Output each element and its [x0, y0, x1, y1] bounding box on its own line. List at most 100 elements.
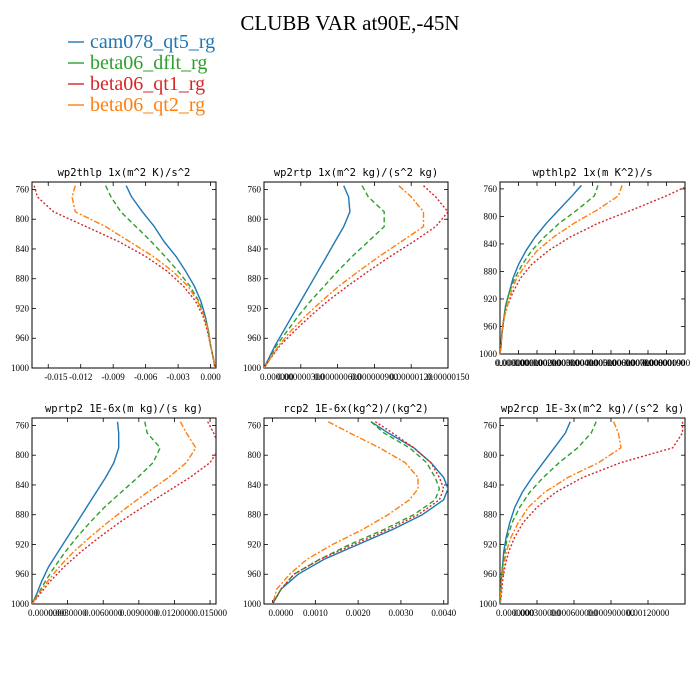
x-tick-label: 0.000000 [260, 372, 294, 382]
y-tick-label: 1000 [11, 363, 30, 373]
legend-label-beta06_dflt_rg: beta06_dflt_rg [90, 52, 207, 74]
x-tick-label: 0.000 [200, 372, 221, 382]
x-tick-label: 0.0120000 [155, 608, 194, 618]
x-tick-label: 0.0020 [346, 608, 371, 618]
series-line-beta06_qt1_rg [500, 186, 685, 354]
x-tick-label: 0.000000600 [314, 372, 362, 382]
series-line-cam078_qt5_rg [32, 421, 120, 604]
panels: wp2thlp 1x(m^2 K)/s^2 1000 960 920 880 840 800… [11, 167, 691, 618]
x-tick-label: -0.003 [166, 372, 190, 382]
series-line-beta06_dflt_rg [500, 421, 597, 604]
x-tick-label: 0.000000900 [643, 358, 691, 368]
plot-frame [31, 417, 217, 605]
y-tick-label: 800 [16, 450, 30, 460]
y-tick-label: 920 [484, 294, 498, 304]
x-tick-label: 0.0090000 [120, 608, 159, 618]
y-tick-label: 1000 [479, 599, 498, 609]
y-tick-label: 840 [484, 239, 498, 249]
x-tick-label: 0.00000120 [390, 372, 433, 382]
y-tick-label: 920 [248, 303, 262, 313]
y-tick-label: 960 [248, 333, 262, 343]
panel-title: wp2thlp 1x(m^2 K)/s^2 [58, 167, 191, 179]
series-line-beta06_dflt_rg [264, 185, 385, 368]
series-line-beta06_dflt_rg [104, 185, 216, 368]
panel-1: wp2thlp 1x(m^2 K)/s^2 1000 960 920 880 840 800… [11, 167, 221, 382]
x-tick-label: 0.0030000 [48, 608, 87, 618]
series-line-cam078_qt5_rg [125, 185, 216, 368]
y-tick-label: 920 [484, 539, 498, 549]
plot-frame [263, 417, 449, 605]
legend-label-beta06_qt2_rg: beta06_qt2_rg [90, 94, 205, 116]
y-tick-label: 840 [484, 480, 498, 490]
y-tick-label: 840 [248, 244, 262, 254]
x-tick-label: 0.00000100 [642, 358, 685, 368]
y-tick-label: 960 [484, 569, 498, 579]
series-line-beta06_qt2_rg [264, 185, 425, 368]
panel-3: wpthlp2 1x(m K^2)/s 1000 960 920 880 840 800 76… [479, 167, 691, 368]
x-tick-label: 0.000000600 [587, 358, 635, 368]
y-tick-label: 840 [16, 480, 30, 490]
panel-6: wp2rcp 1E-3x(m^2 kg)/(s^2 kg) 1000 960 920 8… [479, 403, 686, 618]
x-tick-label: 0.000000700 [606, 358, 654, 368]
y-tick-label: 840 [248, 480, 262, 490]
y-tick-label: 920 [16, 303, 30, 313]
y-tick-label: 880 [248, 510, 262, 520]
series-line-beta06_qt1_rg [500, 421, 684, 604]
x-tick-label: 0.000000300 [277, 372, 325, 382]
y-tick-label: 840 [16, 244, 30, 254]
series-line-cam078_qt5_rg [264, 185, 351, 368]
y-tick-label: 800 [484, 450, 498, 460]
series-line-beta06_qt1_rg [264, 185, 448, 368]
y-tick-label: 960 [484, 321, 498, 331]
legend-label-cam078_qt5_rg: cam078_qt5_rg [90, 31, 215, 53]
series-line-beta06_qt2_rg [500, 421, 622, 604]
y-tick-label: 1000 [243, 599, 262, 609]
panel-title: wpthlp2 1x(m K^2)/s [532, 167, 652, 179]
x-tick-label: 0.000000 [496, 358, 530, 368]
x-tick-label: 0.000300000 [513, 608, 561, 618]
x-tick-label: 0.000900000 [587, 608, 635, 618]
plot-frame [499, 181, 686, 355]
y-tick-label: 880 [16, 510, 30, 520]
x-tick-label: -0.006 [134, 372, 158, 382]
x-tick-label: 0.00120000 [627, 608, 670, 618]
x-tick-label: 0.0000000 [28, 608, 67, 618]
x-tick-label: 0.0060000 [84, 608, 123, 618]
series-line-beta06_qt2_rg [500, 185, 623, 354]
y-tick-label: 760 [484, 420, 498, 430]
x-tick-label: 0.00000150 [427, 372, 470, 382]
x-tick-label: -0.009 [102, 372, 126, 382]
series-line-beta06_dflt_rg [500, 185, 599, 354]
y-tick-label: 880 [484, 510, 498, 520]
x-tick-label: 0.0010 [303, 608, 328, 618]
x-tick-label: -0.015 [44, 372, 68, 382]
series-line-beta06_qt1_rg [32, 421, 216, 604]
panel-5: rcp2 1E-6x(kg^2)/(kg^2) 1000 960 920 880 840 8… [243, 403, 457, 618]
series-line-cam078_qt5_rg [500, 421, 571, 604]
x-tick-label: 0.0000000 [496, 608, 535, 618]
series-line-beta06_qt2_rg [271, 421, 419, 604]
legend-label-beta06_qt1_rg: beta06_qt1_rg [90, 73, 205, 95]
x-tick-label: 0.000600000 [550, 608, 598, 618]
panel-title: rcp2 1E-6x(kg^2)/(kg^2) [283, 403, 428, 415]
y-tick-label: 760 [484, 184, 498, 194]
series-line-beta06_qt1_rg [271, 421, 445, 604]
plot-frame [31, 181, 217, 369]
x-tick-label: 0.000000300 [532, 358, 580, 368]
series-line-beta06_dflt_rg [32, 421, 161, 604]
y-tick-label: 800 [16, 214, 30, 224]
panel-title: wp2rcp 1E-3x(m^2 kg)/(s^2 kg) [501, 403, 684, 415]
x-tick-label: 0.000000100 [495, 358, 543, 368]
x-tick-label: -0.012 [69, 372, 92, 382]
y-tick-label: 960 [16, 333, 30, 343]
y-tick-label: 800 [248, 450, 262, 460]
series-line-beta06_qt2_rg [32, 421, 197, 604]
y-tick-label: 880 [484, 266, 498, 276]
y-tick-label: 760 [16, 184, 30, 194]
legend: cam078_qt5_rgbeta06_dflt_rgbeta06_qt1_rg… [68, 31, 215, 116]
x-tick-label: 0.0040 [431, 608, 456, 618]
x-tick-label: 0.000000500 [569, 358, 617, 368]
y-tick-label: 1000 [243, 363, 262, 373]
plot-frame [263, 181, 449, 369]
